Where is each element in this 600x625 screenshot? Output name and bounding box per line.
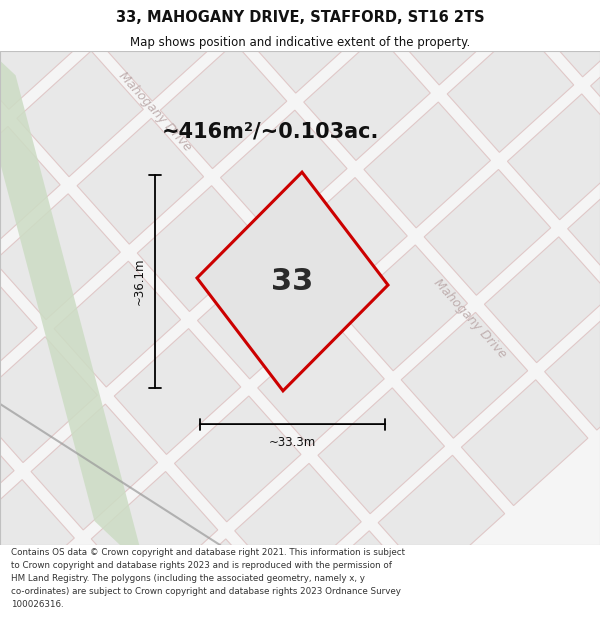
- Polygon shape: [295, 531, 421, 625]
- Polygon shape: [0, 0, 83, 109]
- Text: 33, MAHOGANY DRIVE, STAFFORD, ST16 2TS: 33, MAHOGANY DRIVE, STAFFORD, ST16 2TS: [116, 10, 484, 25]
- Polygon shape: [8, 547, 134, 625]
- Text: ~36.1m: ~36.1m: [133, 258, 146, 305]
- Text: Map shows position and indicative extent of the property.: Map shows position and indicative extent…: [130, 36, 470, 49]
- Polygon shape: [0, 269, 37, 395]
- Polygon shape: [17, 51, 143, 177]
- Polygon shape: [91, 471, 218, 598]
- Polygon shape: [364, 102, 490, 228]
- Polygon shape: [0, 412, 14, 538]
- Polygon shape: [114, 329, 241, 454]
- Polygon shape: [221, 110, 347, 236]
- Polygon shape: [68, 614, 195, 625]
- Polygon shape: [447, 26, 574, 152]
- Polygon shape: [341, 245, 467, 371]
- Polygon shape: [0, 28, 146, 569]
- Polygon shape: [54, 261, 181, 387]
- Polygon shape: [258, 321, 384, 446]
- Polygon shape: [0, 0, 23, 42]
- Polygon shape: [160, 42, 287, 169]
- Polygon shape: [212, 606, 338, 625]
- Polygon shape: [197, 253, 324, 379]
- Polygon shape: [244, 0, 370, 93]
- Polygon shape: [0, 194, 121, 319]
- Polygon shape: [0, 337, 97, 462]
- Polygon shape: [40, 0, 166, 34]
- Polygon shape: [378, 455, 505, 581]
- Text: Mahogany Drive: Mahogany Drive: [116, 69, 194, 154]
- Polygon shape: [0, 126, 60, 253]
- Polygon shape: [401, 312, 527, 438]
- Polygon shape: [484, 237, 600, 362]
- Polygon shape: [424, 169, 551, 295]
- Polygon shape: [197, 172, 388, 391]
- Polygon shape: [568, 161, 600, 287]
- Text: Contains OS data © Crown copyright and database right 2021. This information is : Contains OS data © Crown copyright and d…: [11, 548, 405, 609]
- Polygon shape: [31, 404, 158, 530]
- Polygon shape: [461, 380, 588, 506]
- Polygon shape: [530, 0, 600, 77]
- Text: 33: 33: [271, 267, 314, 296]
- Polygon shape: [508, 94, 600, 220]
- Polygon shape: [545, 304, 600, 430]
- Polygon shape: [151, 539, 278, 625]
- Polygon shape: [77, 118, 203, 244]
- Polygon shape: [327, 0, 453, 18]
- Polygon shape: [0, 479, 74, 606]
- Polygon shape: [304, 34, 430, 161]
- Polygon shape: [235, 463, 361, 589]
- Polygon shape: [590, 18, 600, 144]
- Text: ~416m²/~0.103ac.: ~416m²/~0.103ac.: [161, 122, 379, 142]
- Polygon shape: [100, 0, 227, 101]
- Text: ~33.3m: ~33.3m: [269, 436, 316, 449]
- Polygon shape: [184, 0, 310, 26]
- Polygon shape: [0, 622, 52, 625]
- Polygon shape: [175, 396, 301, 522]
- Polygon shape: [470, 0, 597, 9]
- Text: Mahogany Drive: Mahogany Drive: [431, 276, 509, 361]
- Polygon shape: [318, 388, 445, 514]
- Polygon shape: [281, 177, 407, 303]
- Polygon shape: [387, 0, 514, 85]
- Polygon shape: [137, 186, 264, 311]
